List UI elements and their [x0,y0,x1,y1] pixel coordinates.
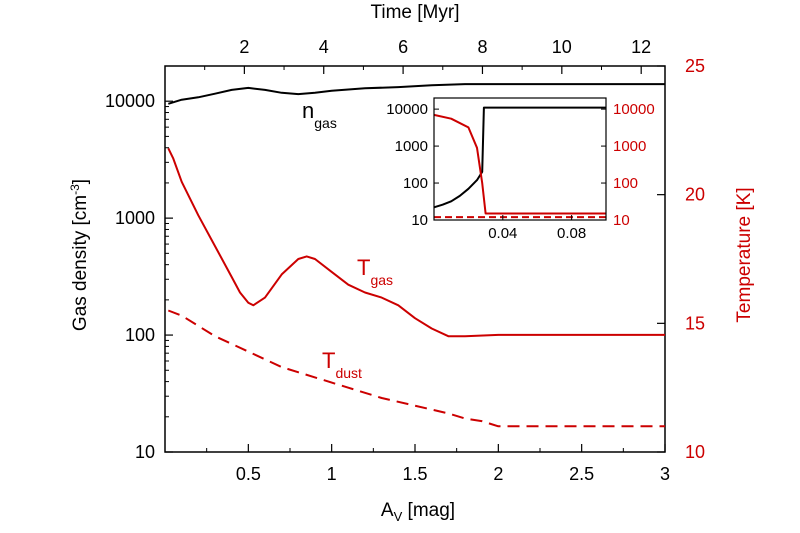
y-right-tick-label-1: 15 [685,313,705,333]
inset-y-right-tick-label-2: 1000 [613,138,646,155]
y-left-tick-label-0: 10 [135,442,155,462]
inset-y-right-tick-label-0: 10 [613,212,630,229]
inset-ticks-group: 0.04 0.08 10 100 1000 10000 10 100 1000 10000 [386,101,654,242]
series-label-n-gas-main: n [302,98,314,123]
series-label-t-dust: Tdust [322,348,362,381]
x-tick-label-0: 0.5 [236,464,261,484]
y-left-axis-label-sup: -3 [68,184,82,195]
inset-y-right-tick-label-3: 10000 [613,101,655,118]
y-right-tick-label-3: 25 [685,56,705,76]
inset-y-left-tick-label-3: 10000 [386,101,428,118]
series-line-0 [168,83,665,105]
y-left-tick-label-2: 1000 [115,208,155,228]
series-line-2 [167,309,665,428]
series-label-t-gas-main: T [357,255,370,280]
inset-x-tick-label-1: 0.08 [557,225,586,242]
inset-y-left-tick-label-2: 1000 [395,138,428,155]
series-label-t-gas-sub: gas [370,272,393,288]
y-right-tick-label-0: 10 [685,442,705,462]
series-label-n-gas: ngas [302,98,337,131]
x-axis-label-main: A [381,500,394,521]
inset-frame [433,97,607,221]
y-left-axis-label-main: Gas density [cm [70,195,91,331]
inset-y-left-tick-label-0: 10 [411,212,428,229]
y-left-tick-label-3: 10000 [105,91,155,111]
y-left-tick-label-1: 100 [125,325,155,345]
x-tick-label-5: 3 [660,464,670,484]
x-axis-label-sub: V [394,509,403,524]
series-label-t-dust-main: T [322,348,335,373]
x-top-axis-label: Time [Myr] [370,2,459,23]
series-label-n-gas-sub: gas [314,115,337,131]
x-top-tick-label-4: 10 [552,37,572,57]
x-tick-label-3: 2 [493,464,503,484]
inset-series-group [433,106,606,219]
x-tick-label-2: 1.5 [402,464,427,484]
inset-series-line-1 [433,113,606,215]
ticks-group: 0.5 1 1.5 2 2.5 3 2 4 6 8 10 12 10 100 1000 10000 10 15 20… [105,37,705,484]
x-top-tick-label-0: 2 [239,37,249,57]
series-label-t-dust-sub: dust [335,365,362,381]
x-axis-label: AV [mag] [381,500,455,524]
x-axis-label-unit: [mag] [402,500,455,521]
y-right-axis-label: Temperature [K] [734,187,755,322]
inset-y-right-tick-label-1: 100 [613,175,638,192]
inset-y-left-tick-label-1: 100 [403,175,428,192]
inset: 0.04 0.08 10 100 1000 10000 10 100 1000 10000 [386,97,655,242]
x-top-tick-label-2: 6 [398,37,408,57]
main-series-group [167,83,665,428]
x-tick-label-1: 1 [327,464,337,484]
inset-x-tick-label-0: 0.04 [488,225,517,242]
series-label-t-gas: Tgas [357,255,393,288]
inset-background [434,98,606,220]
x-top-tick-label-3: 8 [477,37,487,57]
x-top-tick-label-5: 12 [631,37,651,57]
y-right-tick-label-2: 20 [685,185,705,205]
y-left-axis-label-end: ] [70,179,91,184]
inset-series-line-0 [433,106,606,209]
y-left-axis-label: Gas density [cm-3] [68,179,91,331]
x-top-tick-label-1: 4 [319,37,329,57]
x-tick-label-4: 2.5 [569,464,594,484]
series-line-1 [167,147,665,338]
